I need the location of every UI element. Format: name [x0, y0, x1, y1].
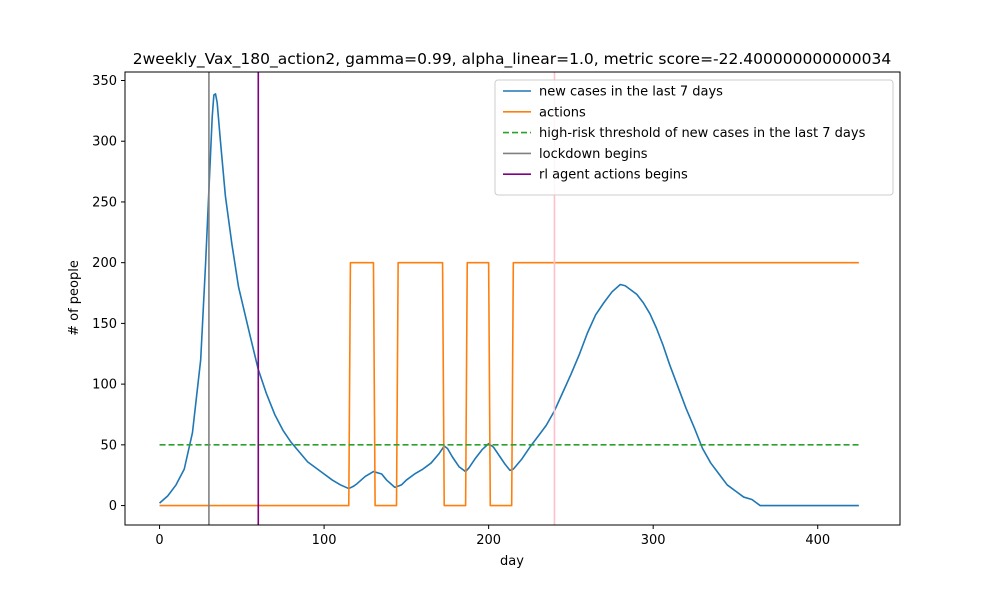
y-tick-label: 50 — [100, 438, 117, 453]
legend-box — [494, 79, 894, 196]
legend-label: actions — [539, 105, 586, 120]
legend-label: lockdown begins — [539, 147, 648, 162]
x-tick-label: 400 — [805, 533, 830, 548]
plot-frame — [124, 71, 901, 526]
x-axis-ticks: 0 100 200 300 400 — [155, 525, 830, 548]
chart-title: 2weekly_Vax_180_action2, gamma=0.99, alp… — [133, 50, 891, 69]
x-tick-label: 100 — [312, 533, 337, 548]
y-tick-label: 150 — [92, 317, 117, 332]
legend: new cases in the last 7 days actions high-… — [494, 79, 894, 196]
x-tick-label: 0 — [155, 533, 163, 548]
legend-label: rl agent actions begins — [539, 168, 688, 183]
y-tick-label: 300 — [92, 135, 117, 150]
y-axis-ticks: 0 50 100 150 200 250 300 350 — [92, 74, 125, 514]
x-axis-label: day — [500, 554, 524, 569]
legend-label: new cases in the last 7 days — [539, 85, 723, 100]
x-tick-label: 300 — [641, 533, 666, 548]
y-tick-label: 200 — [92, 256, 117, 271]
y-tick-label: 100 — [92, 378, 117, 393]
y-tick-label: 350 — [92, 74, 117, 89]
y-tick-label: 0 — [109, 499, 117, 514]
x-tick-label: 200 — [476, 533, 501, 548]
y-axis-label: # of people — [67, 260, 82, 336]
y-tick-label: 250 — [92, 195, 117, 210]
series-line-2 — [159, 261, 859, 507]
legend-label: high-risk threshold of new cases in the … — [539, 126, 866, 141]
